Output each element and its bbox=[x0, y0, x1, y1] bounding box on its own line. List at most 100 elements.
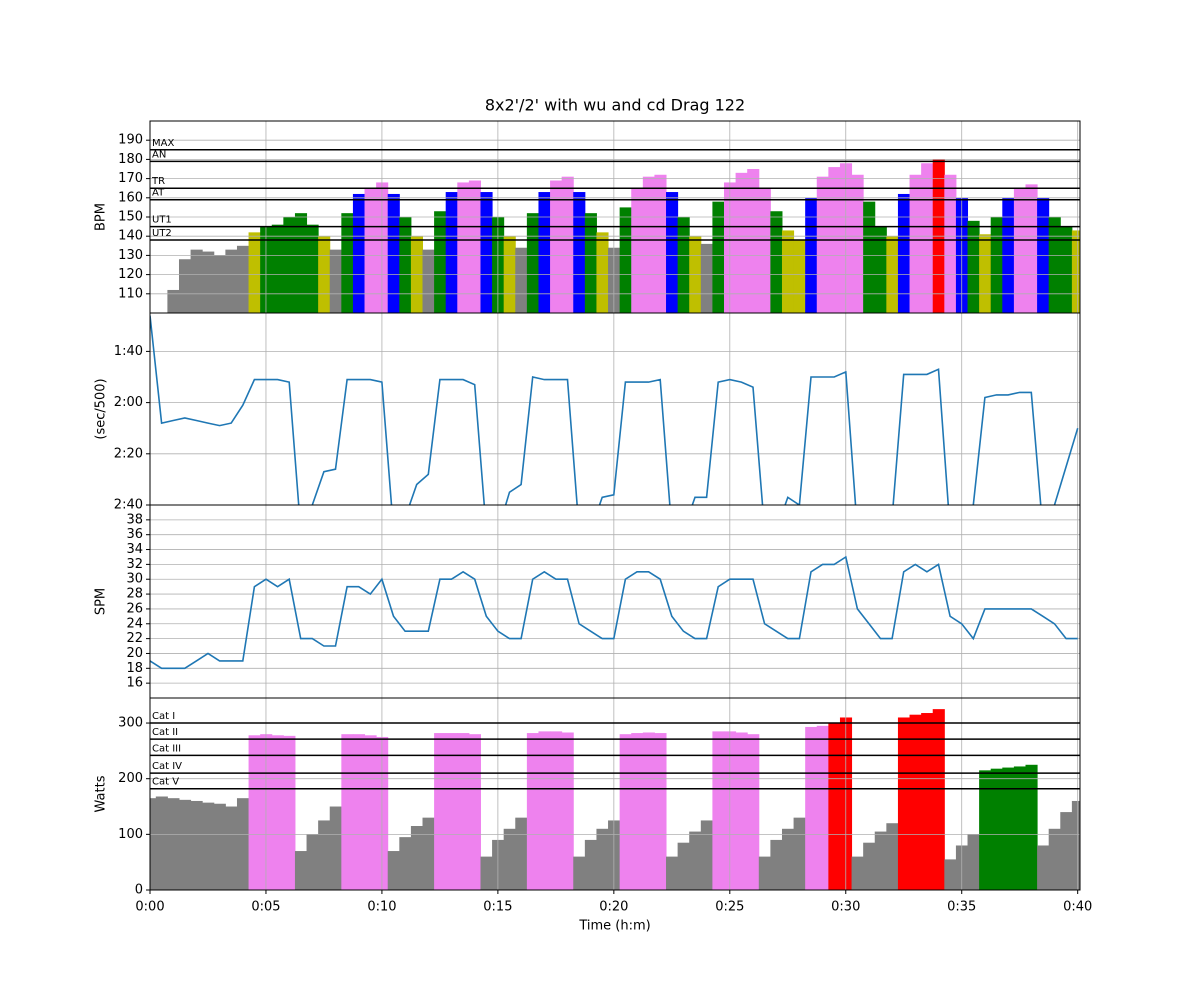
bar bbox=[202, 802, 215, 890]
bar bbox=[816, 725, 829, 890]
bar bbox=[457, 182, 470, 313]
bar bbox=[851, 856, 864, 890]
bar bbox=[190, 800, 203, 890]
bar bbox=[677, 217, 690, 313]
bar bbox=[468, 734, 481, 890]
panel-frame bbox=[149, 697, 1081, 891]
y-tick-label: 16 bbox=[126, 676, 143, 691]
panel-plot bbox=[150, 313, 1080, 505]
bar bbox=[770, 839, 783, 890]
bar bbox=[503, 828, 516, 890]
bar bbox=[781, 828, 795, 890]
bar bbox=[897, 193, 911, 313]
bar bbox=[352, 193, 366, 313]
y-tick-label: 2:20 bbox=[114, 446, 143, 461]
y-axis-label: BPM bbox=[94, 203, 109, 231]
zone-label: Cat IV bbox=[152, 761, 182, 772]
y-tick-label: 300 bbox=[118, 716, 143, 731]
y-tick-label: 130 bbox=[118, 248, 143, 263]
bar bbox=[990, 768, 1003, 890]
bar bbox=[1071, 230, 1080, 313]
zone-label: AT bbox=[152, 188, 165, 199]
bar bbox=[990, 217, 1003, 313]
zone-label: UT2 bbox=[152, 228, 172, 239]
bar bbox=[631, 733, 644, 890]
y-tick-label: 2:00 bbox=[114, 395, 143, 410]
y-tick-label: 22 bbox=[126, 631, 143, 646]
bar bbox=[944, 174, 957, 313]
bar bbox=[422, 817, 435, 890]
bar bbox=[596, 828, 609, 890]
y-tick-label: 200 bbox=[118, 771, 143, 786]
y-tick-label: 18 bbox=[126, 661, 143, 676]
bar bbox=[874, 226, 887, 313]
bar bbox=[642, 176, 655, 313]
bar bbox=[318, 820, 331, 890]
y-tick-label: 180 bbox=[118, 152, 143, 167]
bar bbox=[213, 803, 226, 890]
y-tick-label: 120 bbox=[118, 267, 143, 282]
y-tick-label: 26 bbox=[126, 601, 143, 616]
bar bbox=[619, 734, 632, 890]
bar bbox=[468, 180, 481, 313]
bar bbox=[642, 732, 655, 890]
y-tick-label: 38 bbox=[126, 512, 143, 527]
bar bbox=[747, 734, 760, 890]
bar bbox=[167, 289, 180, 313]
bar bbox=[677, 842, 690, 890]
bar bbox=[538, 731, 551, 890]
y-tick-label: 36 bbox=[126, 527, 143, 542]
zone-label: TR bbox=[151, 176, 165, 187]
bar bbox=[399, 837, 412, 890]
bar bbox=[561, 176, 574, 313]
bar bbox=[770, 211, 783, 313]
bar bbox=[666, 856, 679, 890]
bar bbox=[1048, 828, 1061, 890]
x-tick-label: 0:00 bbox=[135, 900, 164, 915]
bar bbox=[434, 211, 447, 313]
bar bbox=[550, 180, 563, 313]
bar bbox=[202, 251, 215, 313]
bar bbox=[306, 834, 319, 890]
bar bbox=[909, 174, 922, 313]
x-tick-label: 0:25 bbox=[715, 900, 744, 915]
bar bbox=[573, 192, 586, 313]
bar bbox=[178, 259, 192, 313]
zone-label: AN bbox=[152, 149, 166, 160]
y-tick-label: 1:40 bbox=[114, 344, 143, 359]
bar bbox=[666, 192, 679, 313]
zone-label: UT1 bbox=[152, 215, 172, 226]
y-axis-label: SPM bbox=[94, 588, 109, 615]
y-tick-label: 100 bbox=[118, 827, 143, 842]
bar bbox=[584, 213, 597, 313]
bar bbox=[364, 188, 377, 313]
bar bbox=[399, 217, 412, 313]
bar bbox=[654, 174, 667, 313]
bar bbox=[1025, 764, 1038, 890]
bar bbox=[434, 733, 447, 890]
bar bbox=[283, 735, 296, 890]
bar bbox=[944, 859, 957, 890]
x-tick-label: 0:10 bbox=[367, 900, 396, 915]
bar bbox=[236, 798, 250, 890]
bar bbox=[735, 172, 748, 313]
bar bbox=[897, 717, 911, 890]
bar bbox=[851, 174, 864, 313]
x-tick-label: 0:20 bbox=[599, 900, 628, 915]
bar bbox=[352, 734, 366, 890]
bar bbox=[1025, 184, 1038, 313]
bar bbox=[758, 188, 771, 313]
y-axis-label: (sec/500) bbox=[94, 378, 109, 439]
bar bbox=[967, 220, 980, 313]
bar bbox=[410, 826, 424, 890]
zone-label: Cat III bbox=[152, 743, 181, 754]
panel-plot bbox=[150, 698, 1080, 890]
bar bbox=[271, 735, 284, 890]
y-tick-label: 20 bbox=[126, 646, 143, 661]
x-axis-label: Time (h:m) bbox=[578, 919, 650, 934]
x-tick-label: 0:05 bbox=[251, 900, 280, 915]
bar bbox=[758, 856, 771, 890]
x-tick-label: 0:35 bbox=[947, 900, 976, 915]
bar bbox=[225, 806, 238, 890]
